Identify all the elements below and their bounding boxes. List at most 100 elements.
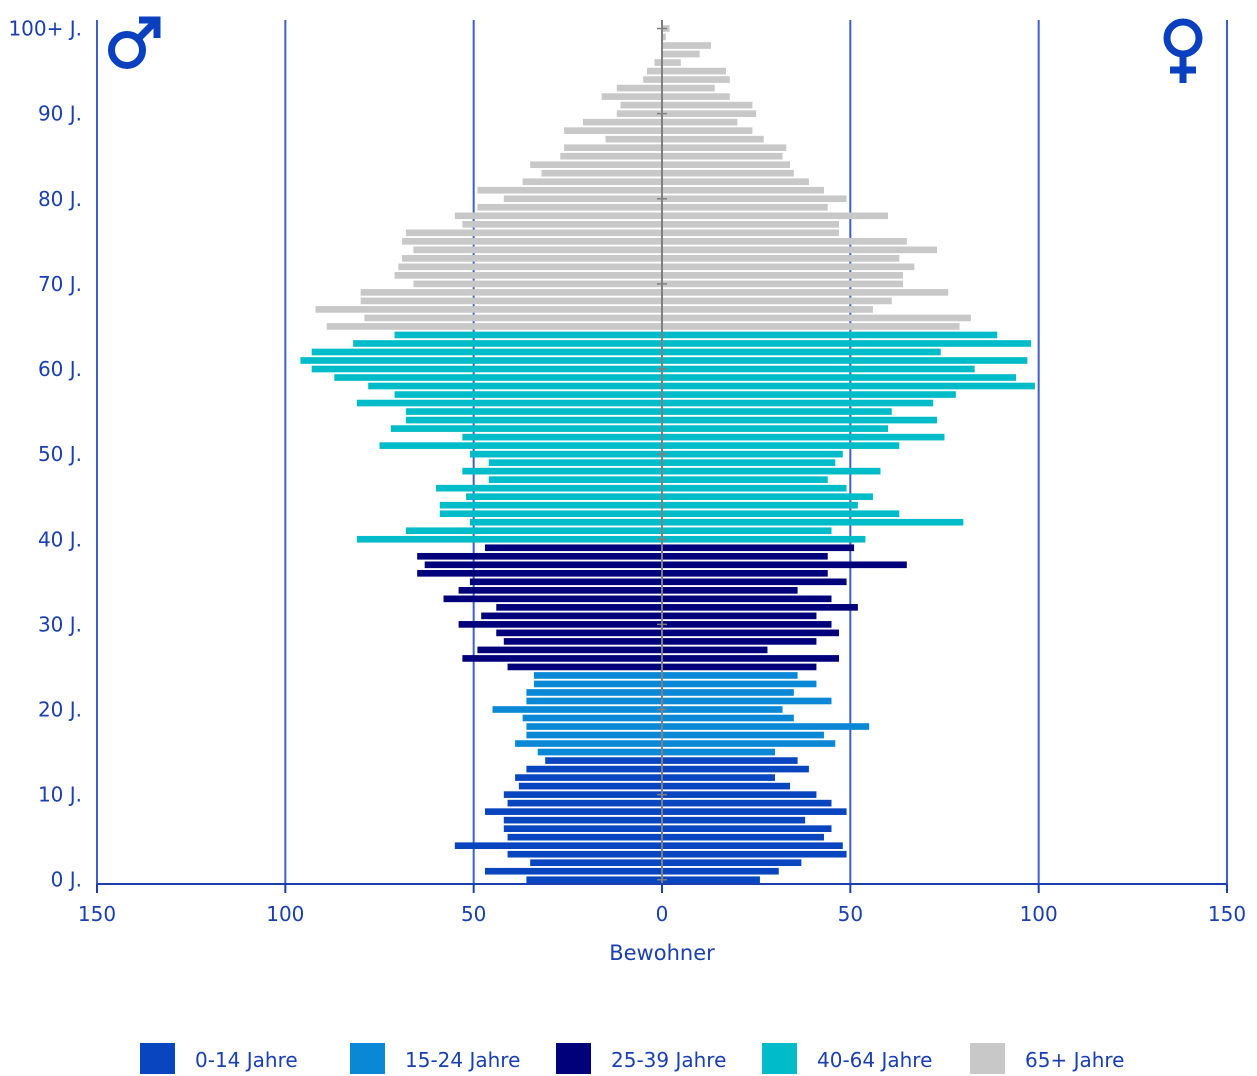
bar-male-age-36 (417, 569, 662, 577)
bar-male-age-56 (356, 399, 662, 407)
bar-female-age-81 (662, 186, 824, 194)
bar-female-age-35 (662, 578, 847, 586)
bar-female-age-83 (662, 169, 794, 177)
bar-male-age-71 (394, 272, 662, 279)
bar-female-age-58 (662, 382, 1035, 390)
y-tick-label: 20 J. (38, 697, 82, 721)
legend-label: 15-24 Jahre (405, 1048, 521, 1072)
bar-male-age-30 (458, 621, 662, 628)
x-tick-label: 0 (656, 902, 669, 926)
bar-female-age-1 (662, 867, 779, 875)
legend-label: 65+ Jahre (1025, 1048, 1125, 1072)
bar-female-age-12 (662, 774, 775, 781)
bar-male-age-86 (564, 144, 662, 152)
bar-male-age-38 (417, 552, 662, 560)
x-tick-labels: 150 100 50 0 50 100 150 (78, 902, 1246, 926)
bar-female-age-43 (662, 510, 900, 518)
bar-female-age-51 (662, 442, 900, 449)
bar-female-age-80 (662, 195, 847, 203)
bar-female-age-17 (662, 731, 824, 739)
bar-female-age-53 (662, 425, 888, 432)
bar-male-age-45 (466, 493, 662, 501)
bar-female-age-42 (662, 518, 964, 526)
bar-female-age-88 (662, 127, 753, 134)
bar-male-age-91 (620, 101, 662, 109)
bar-female-age-77 (662, 220, 840, 228)
bar-female-age-15 (662, 748, 775, 756)
bar-male-age-29 (496, 629, 662, 637)
bar-female-age-55 (662, 408, 892, 415)
bar-male-age-2 (530, 859, 662, 867)
legend-swatch (350, 1043, 385, 1074)
bar-female-age-82 (662, 178, 809, 186)
bar-male-age-82 (522, 178, 662, 186)
y-tick-label: 10 J. (38, 783, 82, 807)
bar-female-age-0 (662, 876, 760, 884)
axes (96, 20, 1228, 893)
bar-female-age-40 (662, 535, 866, 543)
bar-female-age-13 (662, 765, 809, 773)
bar-male-age-67 (315, 306, 662, 313)
bar-male-age-8 (484, 808, 662, 815)
bar-male-age-28 (503, 638, 662, 645)
bar-female-age-5 (662, 833, 824, 841)
bar-male-age-55 (405, 408, 662, 415)
bar-female-age-63 (662, 340, 1032, 347)
x-axis-title: Bewohner (609, 941, 715, 965)
legend-swatch (970, 1043, 1005, 1074)
bar-female-age-91 (662, 101, 753, 109)
bar-male-age-32 (496, 604, 662, 611)
bar-male-age-10 (503, 791, 662, 798)
bar-male-age-6 (503, 825, 662, 832)
bar-female-age-37 (662, 561, 907, 569)
bar-male-age-74 (413, 246, 662, 254)
bar-male-age-23 (533, 680, 662, 688)
y-tick-label: 90 J. (38, 102, 82, 126)
bar-male-age-76 (405, 229, 662, 237)
y-tick-label: 30 J. (38, 612, 82, 636)
bar-female-age-47 (662, 476, 828, 483)
bar-male-age-65 (326, 323, 662, 330)
bar-male-age-57 (394, 391, 662, 398)
bar-female-age-73 (662, 255, 900, 262)
y-tick-label: 70 J. (38, 272, 82, 296)
bar-male-age-7 (503, 816, 662, 824)
bar-male-age-79 (477, 203, 662, 211)
bar-male-age-95 (646, 67, 662, 75)
x-tick-label: 100 (1020, 902, 1058, 926)
bar-male-age-52 (462, 433, 662, 441)
bar-female-age-33 (662, 595, 832, 603)
bar-female-age-41 (662, 527, 832, 535)
bar-female-age-27 (662, 646, 768, 654)
bar-male-age-62 (311, 348, 662, 356)
bar-female-age-25 (662, 663, 817, 671)
bar-male-age-4 (454, 842, 662, 850)
bar-male-age-78 (454, 212, 662, 220)
bar-female-age-69 (662, 289, 949, 296)
bar-male-age-40 (356, 535, 662, 543)
bar-male-age-0 (526, 876, 662, 884)
bar-female-age-46 (662, 484, 847, 492)
bar-male-age-33 (443, 595, 662, 603)
bar-female-age-52 (662, 433, 945, 441)
x-tick-label: 50 (461, 902, 486, 926)
bar-male-age-21 (526, 697, 662, 705)
bar-male-age-93 (616, 84, 662, 92)
bar-female-age-6 (662, 825, 832, 832)
bar-male-age-87 (605, 135, 662, 143)
bar-male-age-92 (601, 93, 662, 100)
bar-male-age-22 (526, 689, 662, 696)
bar-male-age-31 (481, 612, 662, 620)
bar-female-age-48 (662, 467, 881, 475)
bar-female-age-23 (662, 680, 817, 688)
bar-male-age-19 (522, 714, 662, 722)
bar-male-age-41 (405, 527, 662, 535)
bar-male-age-5 (507, 833, 662, 841)
bar-female-age-49 (662, 459, 836, 466)
bar-female-age-61 (662, 357, 1028, 364)
legend: 0-14 Jahre 15-24 Jahre 25-39 Jahre 40-64… (0, 1040, 1257, 1076)
bar-female-age-87 (662, 135, 764, 143)
bar-female-age-2 (662, 859, 802, 867)
bar-male-age-44 (439, 501, 662, 509)
bar-male-age-59 (334, 374, 662, 381)
